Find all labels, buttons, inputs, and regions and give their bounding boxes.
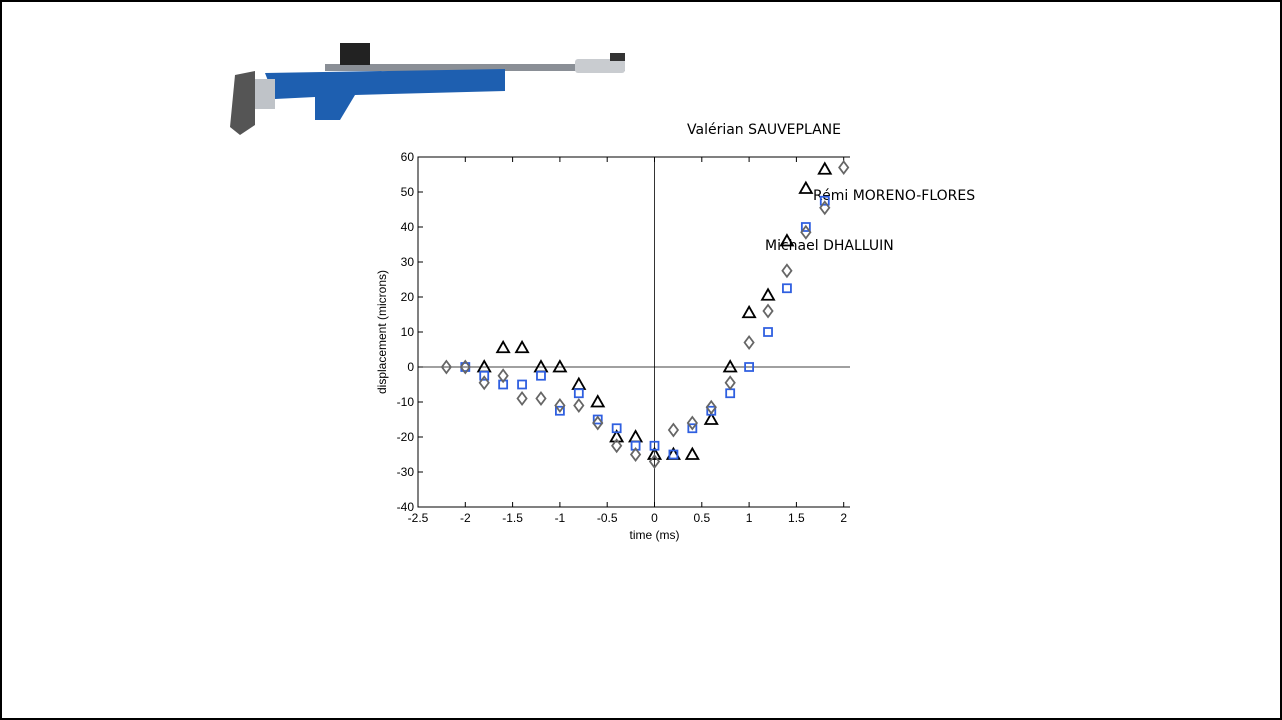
buttplate [230,71,255,135]
marker [517,379,527,390]
marker [590,394,606,408]
rifle-image [230,43,625,135]
x-tick-label: 1.5 [788,511,805,525]
marker [609,429,625,443]
x-tick-label: -2.5 [408,511,429,525]
x-tick-label: -2 [460,511,471,525]
marker [725,388,736,399]
marker [646,446,663,460]
marker [478,375,490,391]
marker [724,375,736,391]
stock [265,69,505,120]
marker [722,359,738,373]
marker [798,180,814,194]
plot-area [417,156,850,508]
x-tick-label: 0 [651,511,658,525]
marker [667,422,680,438]
y-tick-label: 40 [401,220,415,234]
rear-sight [340,43,370,65]
annotation: Valérian SAUVEPLANE [687,122,841,138]
annotation: Rémi MORENO-FLORES [813,188,976,204]
x-tick-label: 2 [840,511,847,525]
x-axis-label: time (ms) [630,528,680,542]
marker [819,195,830,206]
marker [760,287,776,301]
front-sight [610,53,625,61]
y-tick-label: 50 [401,185,415,199]
y-tick-label: 20 [401,290,415,304]
marker [516,391,528,406]
y-tick-label: 60 [401,150,415,164]
x-tick-label: -1.5 [502,511,523,525]
x-tick-label: -0.5 [597,511,618,525]
marker [781,263,793,279]
marker [629,447,642,462]
x-tick-label: 1 [746,511,753,525]
marker [800,224,812,240]
marker [779,233,795,247]
y-tick-label: -30 [397,465,415,479]
marker [573,398,585,413]
marker [628,429,644,443]
butt-spacer [255,79,275,109]
marker [782,283,792,294]
marker [838,160,850,175]
marker [703,411,719,425]
marker [440,359,453,375]
marker [762,303,774,319]
marker [554,398,566,413]
marker [648,454,661,469]
marker [687,423,698,434]
y-axis-label: displacement (microns) [375,270,389,394]
y-tick-label: 30 [401,255,415,269]
marker [552,359,568,373]
marker [514,339,530,354]
marker [668,449,679,460]
marker [706,405,717,416]
y-tick-label: -20 [397,430,415,444]
marker [476,359,492,373]
marker [819,200,831,216]
marker [571,376,587,390]
chart: -2.5-2-1.5-1-0.500.511.522.5-40-30-20-10… [375,150,850,542]
marker [743,335,755,350]
y-tick-label: 10 [401,325,415,339]
y-tick-label: -10 [397,395,415,409]
marker [533,359,549,373]
x-tick-label: 0.5 [693,511,710,525]
marker [705,399,717,415]
y-tick-label: -40 [397,500,415,514]
marker [497,368,509,384]
marker [744,362,754,372]
barrel-tip [575,59,625,73]
marker [611,438,623,454]
annotation: Michael DHALLUIN [765,238,894,254]
marker [495,339,511,354]
marker [649,440,660,451]
marker [741,304,757,319]
marker [763,327,773,337]
marker [684,446,700,460]
x-tick-label: -1 [555,511,566,525]
marker [535,391,547,406]
marker [611,423,622,434]
marker [479,370,490,381]
marker [592,415,604,431]
marker [630,440,641,451]
barrel [325,64,625,71]
marker [459,359,471,375]
marker [817,161,833,175]
marker [555,405,565,416]
marker [573,388,584,399]
marker [686,415,698,431]
y-tick-label: 0 [407,360,414,374]
marker [536,370,546,381]
